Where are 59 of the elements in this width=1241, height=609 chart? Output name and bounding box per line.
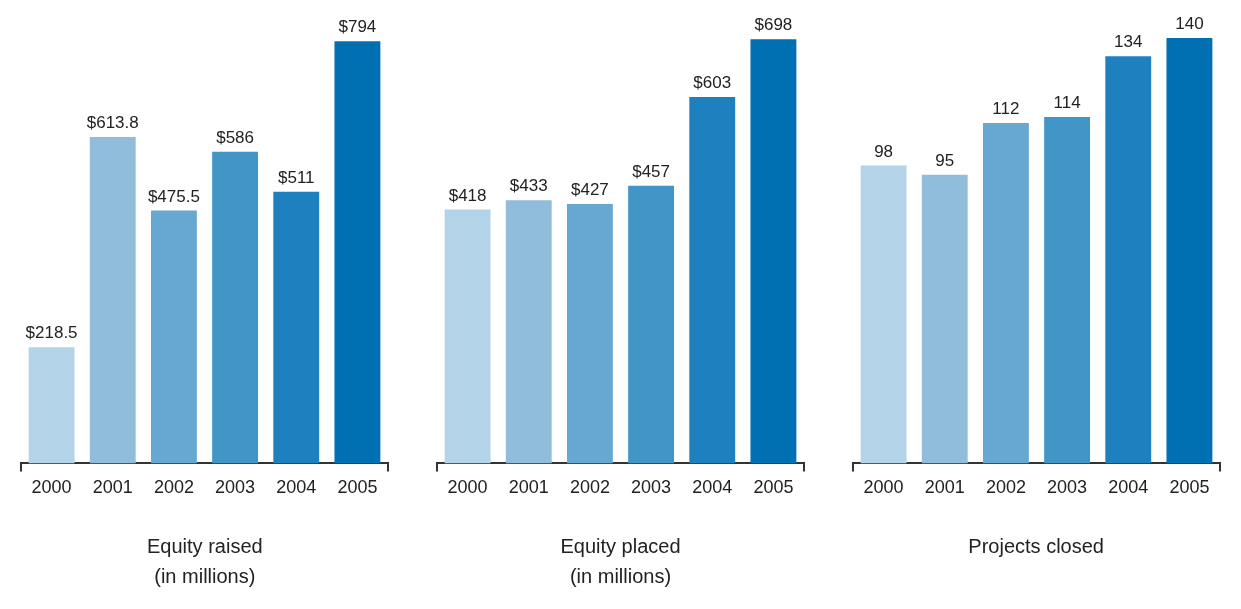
data-label: $586 xyxy=(216,127,255,147)
x-tick-label: 2002 xyxy=(985,477,1026,498)
data-label: $613.8 xyxy=(87,113,140,133)
data-label: $427 xyxy=(571,180,609,200)
data-label: $698 xyxy=(754,15,793,35)
x-tick-label: 2003 xyxy=(1046,477,1087,498)
bar xyxy=(444,209,491,464)
text: Projects closed xyxy=(968,534,1104,559)
bar xyxy=(1166,38,1213,464)
bar xyxy=(750,39,797,464)
x-tick-label: 2003 xyxy=(215,477,256,498)
data-label: $475.5 xyxy=(148,186,201,206)
text: (in millions) xyxy=(568,564,673,589)
data-label: $218.5 xyxy=(25,323,78,343)
x-tick-label: 2001 xyxy=(93,477,134,498)
data-label: $603 xyxy=(693,73,732,93)
x-tick-label: 2005 xyxy=(1169,477,1210,498)
x-tick-label: 2001 xyxy=(508,477,549,498)
bar xyxy=(1104,56,1151,464)
bar xyxy=(982,123,1029,464)
data-label: $433 xyxy=(509,176,548,196)
data-label: 112 xyxy=(992,99,1020,119)
x-tick-label: 2004 xyxy=(692,477,733,498)
x-tick-label: 2000 xyxy=(863,477,904,498)
data-label: 98 xyxy=(873,141,893,161)
x-tick-label: 2000 xyxy=(447,477,488,498)
x-tick-label: 2002 xyxy=(154,477,195,498)
data-label: 114 xyxy=(1053,93,1081,113)
x-tick-label: 2004 xyxy=(276,477,317,498)
data-label: 140 xyxy=(1174,14,1204,34)
data-label: 134 xyxy=(1113,32,1143,52)
x-tick-label: 2003 xyxy=(631,477,672,498)
data-label: $794 xyxy=(338,17,377,37)
data-label: $511 xyxy=(278,167,315,187)
bar xyxy=(212,151,259,464)
bar xyxy=(566,203,613,464)
bar xyxy=(151,210,198,464)
x-tick-label: 2005 xyxy=(337,477,378,498)
text: Equity raised xyxy=(147,534,263,559)
bar xyxy=(90,137,137,464)
data-label: $457 xyxy=(632,161,670,181)
data-label: 95 xyxy=(934,150,954,170)
bar xyxy=(1043,117,1090,464)
data-label: $418 xyxy=(448,185,487,205)
x-tick-label: 2004 xyxy=(1107,477,1148,498)
bar xyxy=(28,347,75,464)
x-tick-label: 2002 xyxy=(569,477,610,498)
text: Equity placed xyxy=(560,534,681,559)
bar xyxy=(334,41,381,464)
bar xyxy=(505,200,552,464)
x-tick-label: 2001 xyxy=(924,477,965,498)
x-tick-label: 2005 xyxy=(753,477,794,498)
x-tick-label: 2000 xyxy=(31,477,72,498)
bar xyxy=(628,185,675,464)
text: (in millions) xyxy=(153,564,257,589)
bar xyxy=(689,96,736,464)
bar xyxy=(273,191,320,464)
bar xyxy=(860,165,907,464)
bar xyxy=(921,174,968,464)
